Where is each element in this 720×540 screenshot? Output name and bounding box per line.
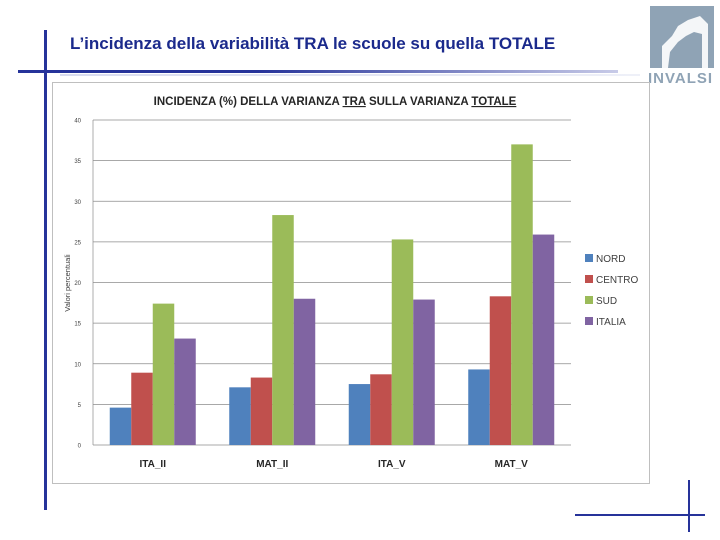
bar-centro-mat_v bbox=[489, 296, 512, 445]
y-tick-label: 15 bbox=[74, 322, 81, 328]
logo-text: INVALSI bbox=[648, 70, 714, 87]
bar-nord-mat_v bbox=[468, 369, 490, 445]
bar-sud-mat_v bbox=[511, 144, 533, 445]
chart-title-part-3: SULLA VARIANZA bbox=[366, 96, 472, 108]
bar-italia-mat_ii bbox=[293, 298, 316, 445]
bottom-accent-hline bbox=[575, 514, 705, 516]
chart-title-part-4: TOTALE bbox=[471, 96, 516, 108]
x-tick-label: MAT_V bbox=[495, 459, 528, 470]
legend-label-centro: CENTRO bbox=[596, 275, 638, 286]
slide-title: L’incidenza della variabilità TRA le scu… bbox=[70, 34, 556, 53]
bar-sud-ita_ii bbox=[152, 303, 175, 445]
left-accent-line bbox=[44, 30, 47, 510]
bar-sud-mat_ii bbox=[272, 215, 294, 445]
y-tick-label: 5 bbox=[78, 403, 82, 409]
bar-nord-ita_ii bbox=[109, 407, 132, 445]
y-axis-label: Valori percentuali bbox=[63, 254, 72, 312]
chart-title: INCIDENZA (%) DELLA VARIANZA TRA SULLA V… bbox=[154, 96, 517, 108]
legend-label-sud: SUD bbox=[596, 296, 617, 307]
x-tick-label: MAT_II bbox=[256, 459, 288, 470]
bar-italia-mat_v bbox=[532, 234, 555, 445]
legend-label-italia: ITALIA bbox=[596, 317, 626, 328]
chart-frame: INCIDENZA (%) DELLA VARIANZA TRA SULLA V… bbox=[52, 82, 650, 484]
bar-centro-mat_ii bbox=[250, 377, 273, 445]
bar-chart: INCIDENZA (%) DELLA VARIANZA TRA SULLA V… bbox=[63, 96, 638, 470]
y-tick-label: 40 bbox=[74, 119, 81, 125]
chart-title-part-1: INCIDENZA (%) DELLA VARIANZA bbox=[154, 96, 343, 108]
y-tick-label: 20 bbox=[74, 281, 81, 287]
y-tick-label: 35 bbox=[74, 159, 81, 165]
y-tick-label: 30 bbox=[74, 200, 81, 206]
chart-title-part-2: TRA bbox=[343, 96, 366, 108]
legend-swatch-italia bbox=[585, 317, 593, 325]
bar-centro-ita_v bbox=[370, 374, 392, 445]
y-tick-label: 10 bbox=[74, 362, 81, 368]
legend-swatch-nord bbox=[585, 254, 593, 262]
x-tick-label: ITA_II bbox=[140, 459, 167, 470]
y-tick-label: 0 bbox=[78, 444, 82, 450]
x-tick-label: ITA_V bbox=[378, 459, 406, 470]
bottom-accent-vline bbox=[688, 480, 690, 532]
top-accent-line bbox=[18, 70, 618, 73]
y-tick-label: 25 bbox=[74, 240, 81, 246]
bar-italia-ita_ii bbox=[174, 338, 196, 445]
invalsi-logo bbox=[650, 6, 714, 68]
legend-label-nord: NORD bbox=[596, 254, 625, 265]
bar-italia-ita_v bbox=[413, 299, 435, 445]
bar-sud-ita_v bbox=[391, 239, 414, 445]
legend-swatch-sud bbox=[585, 296, 593, 304]
top-accent-shadow bbox=[60, 74, 640, 76]
bar-nord-ita_v bbox=[348, 384, 371, 445]
legend-swatch-centro bbox=[585, 275, 593, 283]
bar-nord-mat_ii bbox=[229, 387, 251, 445]
bar-centro-ita_ii bbox=[131, 372, 153, 445]
